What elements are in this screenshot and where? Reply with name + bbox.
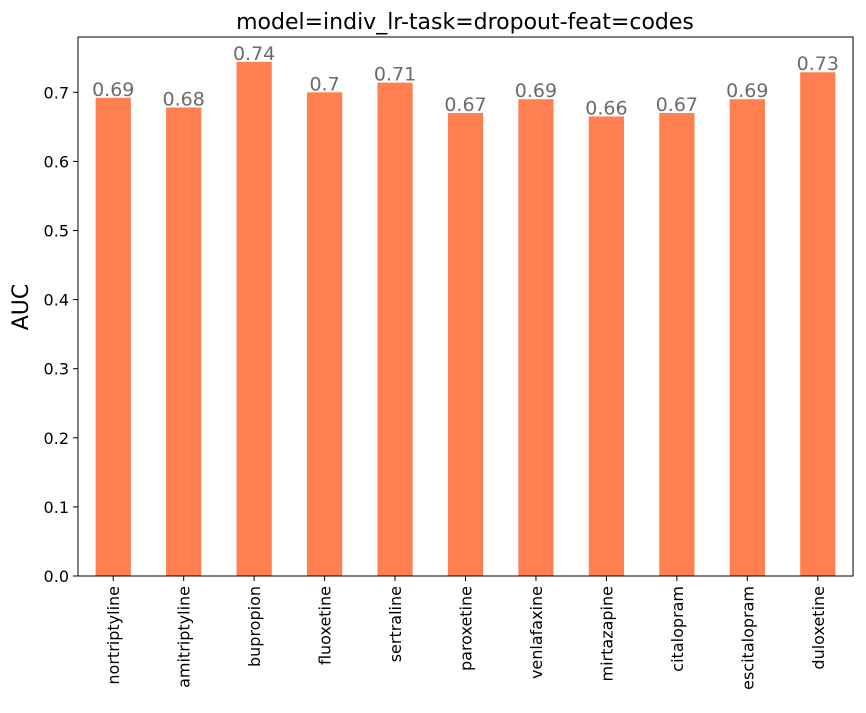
data-label: 0.67 — [656, 94, 698, 116]
data-label: 0.74 — [233, 43, 275, 65]
y-tick-label: 0.4 — [44, 291, 69, 310]
x-tick-label: venlafaxine — [527, 586, 546, 679]
data-label: 0.71 — [374, 64, 416, 86]
x-tick-label: fluoxetine — [316, 586, 335, 665]
data-label: 0.68 — [163, 88, 205, 110]
bar-sertraline — [377, 82, 413, 576]
bar-citalopram — [659, 113, 695, 576]
x-tick-label: duloxetine — [809, 586, 828, 670]
x-ticks-group: nortriptyline amitriptyline bupropion fluox… — [104, 576, 828, 690]
bar-duloxetine — [800, 72, 836, 576]
y-tick-label: 0.2 — [44, 429, 69, 448]
x-tick-label: amitriptyline — [175, 586, 194, 688]
data-label: 0.7 — [309, 73, 339, 95]
bar-amitriptyline — [166, 107, 202, 576]
data-label: 0.73 — [797, 53, 839, 75]
bars-group — [95, 61, 836, 577]
y-tick-label: 0.3 — [44, 360, 69, 379]
chart-title: model=indiv_lr-task=dropout-feat=codes — [236, 10, 694, 35]
x-tick-label: sertraline — [386, 586, 405, 662]
bar-mirtazapine — [588, 116, 625, 576]
y-tick-label: 0.0 — [44, 567, 69, 586]
data-label: 0.67 — [444, 94, 486, 116]
plot-frame — [77, 36, 854, 577]
bar-escitalopram — [729, 99, 765, 576]
y-tick-label: 0.5 — [44, 221, 69, 240]
y-tick-label: 0.6 — [44, 152, 69, 171]
x-tick-label: nortriptyline — [104, 586, 123, 685]
x-tick-label: bupropion — [245, 586, 264, 667]
data-label: 0.69 — [92, 79, 134, 101]
data-label: 0.69 — [515, 80, 557, 102]
y-tick-label: 0.7 — [44, 83, 69, 102]
bar-paroxetine — [447, 113, 484, 576]
bar-nortriptyline — [95, 97, 131, 577]
bar-fluoxetine — [306, 92, 343, 577]
data-labels-group: 0.69 0.68 0.74 0.7 0.71 0.67 0.69 0.66 0.67 0.69 0… — [92, 43, 839, 120]
y-tick-label: 0.1 — [44, 498, 69, 517]
data-label: 0.69 — [726, 80, 768, 102]
x-tick-label: mirtazapine — [597, 586, 616, 681]
y-axis-label: AUC — [9, 284, 34, 331]
x-tick-label: escitalopram — [738, 586, 757, 690]
bar-bupropion — [236, 61, 272, 576]
x-tick-label: citalopram — [668, 586, 687, 672]
y-ticks-group: 0.0 0.1 0.2 0.3 0.4 0.5 0.6 0.7 — [44, 83, 78, 586]
x-tick-label: paroxetine — [457, 586, 476, 671]
data-label: 0.66 — [585, 97, 627, 119]
bar-venlafaxine — [518, 99, 554, 576]
